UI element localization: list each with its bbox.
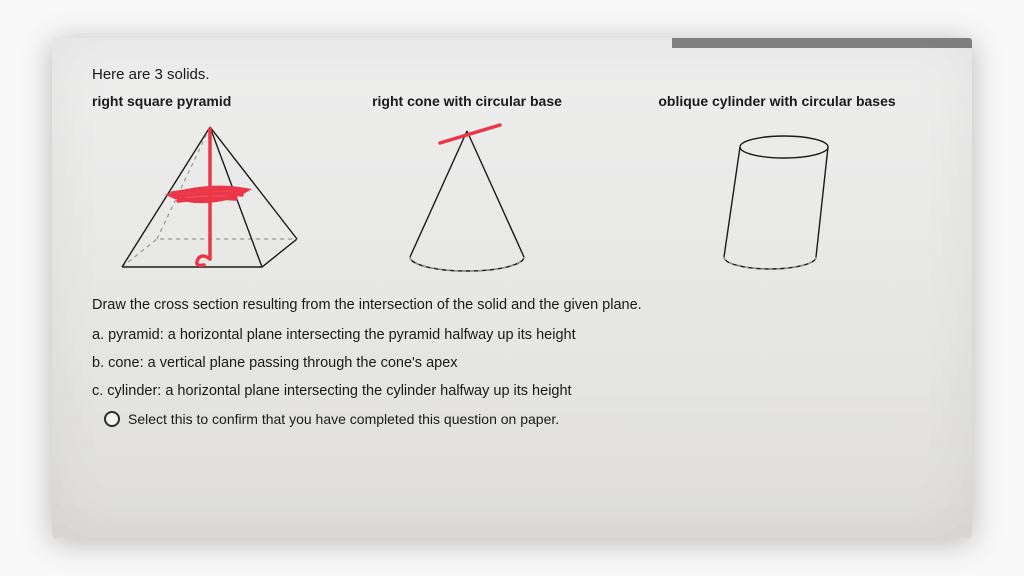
intro-text: Here are 3 solids. — [92, 66, 932, 83]
figures-row — [92, 117, 932, 277]
confirm-text: Select this to confirm that you have com… — [128, 411, 559, 427]
label-cone: right cone with circular base — [322, 93, 612, 109]
worksheet-page: Here are 3 solids. right square pyramid … — [52, 38, 972, 538]
figure-cone — [322, 117, 612, 277]
label-pyramid: right square pyramid — [92, 93, 322, 109]
figure-pyramid — [92, 117, 322, 277]
part-b: b. cone: a vertical plane passing throug… — [92, 355, 932, 371]
label-cylinder: oblique cylinder with circular bases — [612, 93, 932, 109]
solids-labels-row: right square pyramid right cone with cir… — [92, 93, 932, 109]
part-a: a. pyramid: a horizontal plane intersect… — [92, 327, 932, 343]
radio-icon[interactable] — [104, 411, 120, 427]
confirm-row[interactable]: Select this to confirm that you have com… — [104, 411, 932, 427]
top-dark-strip — [672, 38, 972, 48]
figure-cylinder — [612, 127, 932, 277]
instruction-text: Draw the cross section resulting from th… — [92, 297, 932, 313]
part-c: c. cylinder: a horizontal plane intersec… — [92, 383, 932, 399]
